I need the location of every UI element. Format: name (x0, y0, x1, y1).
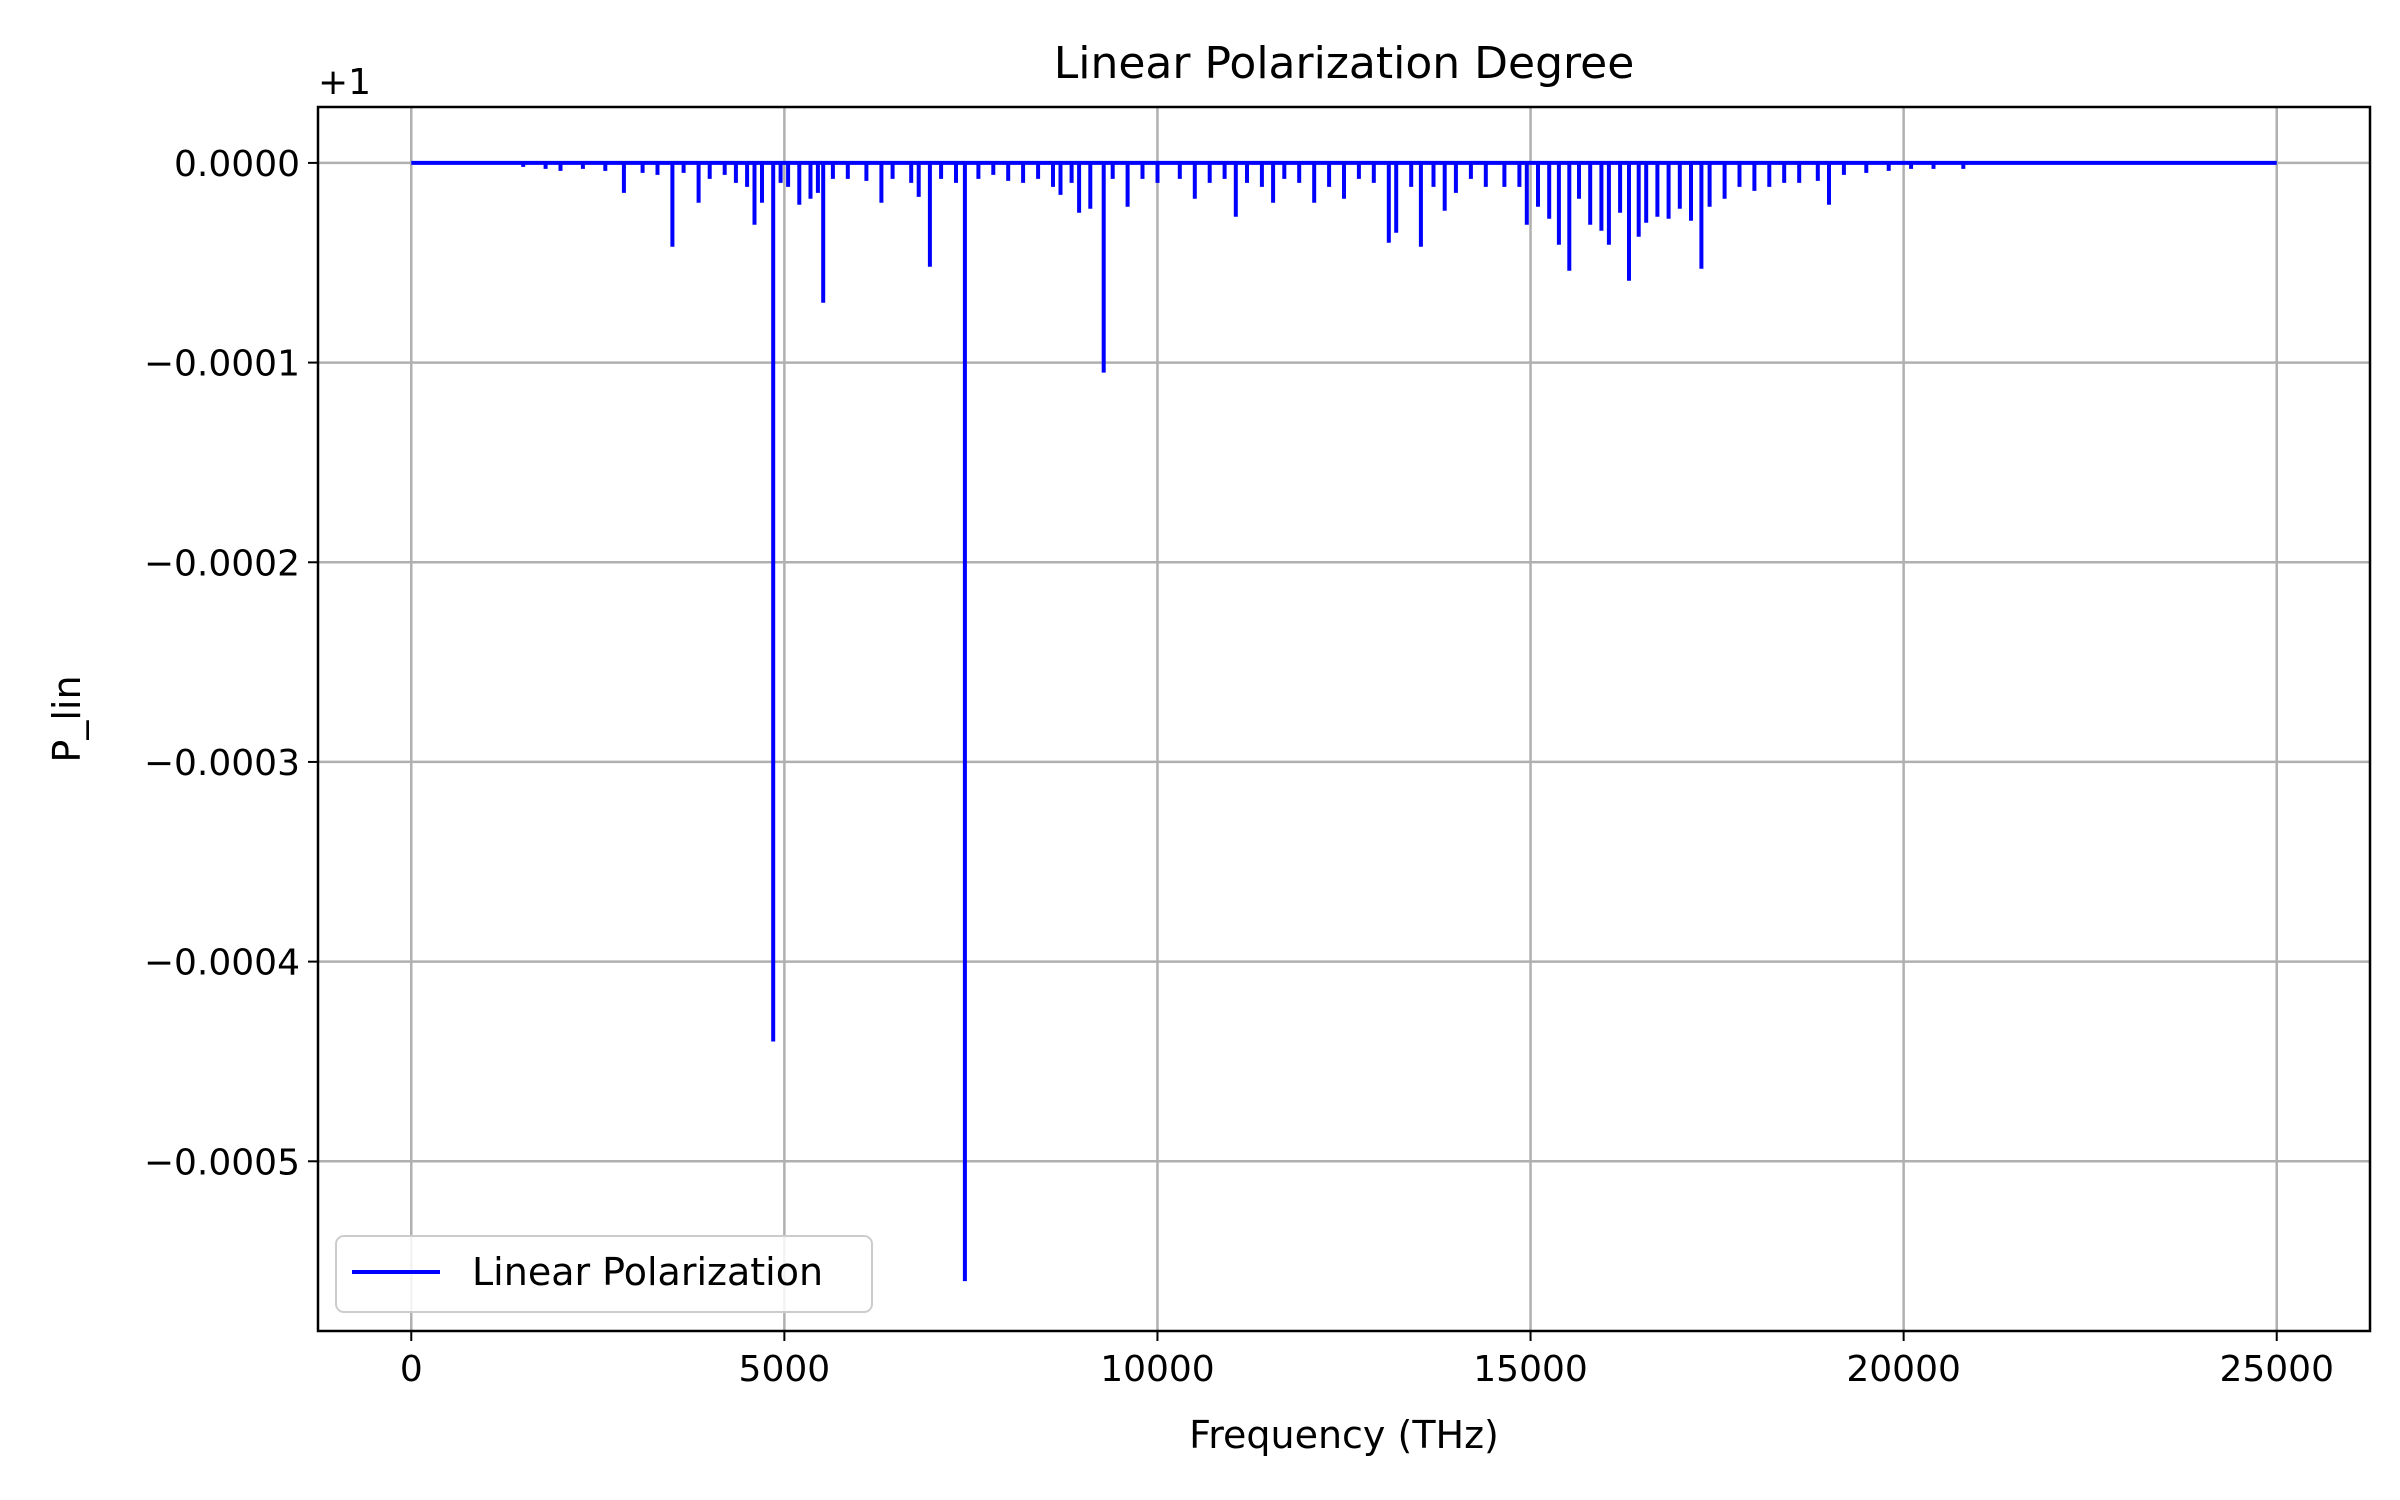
y-tick-label: 0.0000 (174, 144, 300, 185)
x-tick-label: 5000 (739, 1349, 831, 1390)
x-tick-label: 15000 (1473, 1349, 1588, 1390)
plot-frame (316, 105, 2372, 1333)
y-tick-label: −0.0005 (144, 1142, 300, 1183)
x-axis-label: Frequency (THz) (1189, 1413, 1499, 1457)
x-tick-label: 10000 (1100, 1349, 1215, 1390)
y-tick-label: −0.0001 (144, 344, 300, 385)
y-tick-label: −0.0002 (144, 543, 300, 584)
y-tick-label: −0.0004 (144, 943, 300, 984)
legend: Linear Polarization (335, 1235, 873, 1313)
y-axis-ticks: 0.0000 −0.0001 −0.0002 −0.0003 −0.0004 −0.000… (144, 144, 318, 1183)
legend-entry-linear-polarization: Linear Polarization (472, 1250, 823, 1294)
y-tick-label: −0.0003 (144, 743, 300, 784)
x-tick-label: 25000 (2219, 1349, 2334, 1390)
x-tick-label: 0 (400, 1349, 423, 1390)
y-offset-label: +1 (318, 62, 371, 103)
y-axis-label: P_lin (45, 675, 89, 762)
chart-title: Linear Polarization Degree (1054, 38, 1635, 89)
x-tick-label: 20000 (1846, 1349, 1961, 1390)
x-axis-ticks: 0 5000 10000 15000 20000 25000 (400, 1331, 2334, 1390)
series-line-linear-polarization (411, 160, 2277, 1282)
legend-box (335, 1235, 873, 1313)
plot-area (411, 160, 2277, 1282)
